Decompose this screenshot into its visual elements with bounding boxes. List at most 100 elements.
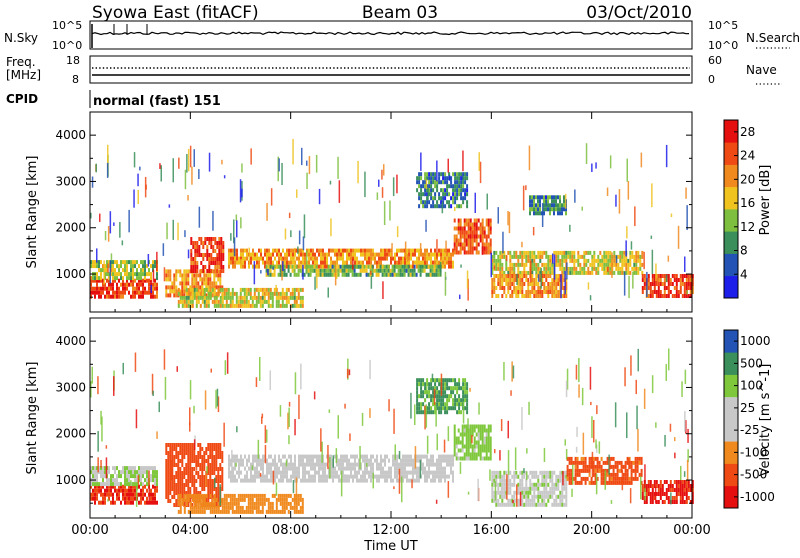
- data-cell: [236, 506, 238, 510]
- data-cell: [211, 483, 213, 487]
- data-cell: [159, 163, 161, 169]
- data-cell: [674, 294, 676, 298]
- data-cell: [232, 253, 234, 257]
- data-cell: [426, 471, 428, 475]
- data-cell: [167, 483, 169, 487]
- data-cell: [456, 184, 458, 188]
- data-cell: [208, 304, 210, 308]
- data-cell: [191, 167, 193, 185]
- data-cell: [194, 498, 196, 502]
- data-cell: [430, 471, 432, 475]
- data-cell: [513, 267, 515, 271]
- data-cell: [256, 257, 258, 261]
- data-cell: [470, 231, 472, 235]
- data-cell: [152, 485, 154, 489]
- data-cell: [116, 482, 118, 486]
- data-cell: [266, 300, 268, 304]
- data-cell: [445, 241, 447, 254]
- data-cell: [527, 251, 529, 255]
- data-cell: [533, 227, 535, 235]
- data-cell: [288, 455, 290, 459]
- data-cell: [623, 259, 625, 263]
- data-cell: [635, 251, 637, 255]
- data-cell: [200, 241, 202, 245]
- data-cell: [422, 204, 424, 208]
- data-cell: [372, 265, 374, 269]
- data-cell: [100, 474, 102, 478]
- data-cell: [418, 184, 420, 188]
- data-cell: [565, 294, 567, 298]
- data-cell: [312, 479, 314, 483]
- data-cell: [116, 295, 118, 299]
- data-cell: [422, 269, 424, 273]
- data-cell: [610, 155, 612, 168]
- data-cell: [222, 498, 224, 502]
- data-cell: [525, 259, 527, 263]
- data-cell: [194, 292, 196, 296]
- data-cell: [394, 253, 396, 257]
- data-cell: [276, 253, 278, 257]
- data-cell: [246, 510, 248, 514]
- data-cell: [501, 294, 503, 298]
- data-cell: [537, 495, 539, 499]
- data-cell: [615, 473, 617, 477]
- data-cell: [299, 231, 301, 245]
- data-cell: [206, 288, 208, 292]
- data-cell: [221, 487, 223, 491]
- data-cell: [458, 176, 460, 180]
- data-cell: [270, 253, 272, 257]
- data-cell: [579, 461, 581, 465]
- data-cell: [682, 294, 684, 298]
- data-cell: [220, 261, 222, 265]
- data-cell: [203, 273, 205, 277]
- data-cell: [312, 455, 314, 459]
- data-cell: [382, 273, 384, 277]
- data-cell: [396, 467, 398, 471]
- data-cell: [344, 269, 346, 273]
- data-cell: [226, 300, 228, 304]
- data-cell: [144, 260, 146, 264]
- data-cell: [664, 480, 666, 484]
- data-cell: [244, 288, 246, 292]
- data-cell: [165, 447, 167, 451]
- data-cell: [278, 304, 280, 308]
- data-cell: [462, 184, 464, 188]
- data-cell: [118, 493, 120, 497]
- data-cell: [579, 267, 581, 271]
- data-cell: [234, 467, 236, 471]
- data-cell: [270, 455, 272, 459]
- data-cell: [666, 496, 668, 500]
- data-cell: [270, 304, 272, 308]
- data-cell: [535, 487, 537, 491]
- data-cell: [294, 248, 296, 269]
- data-cell: [676, 282, 678, 286]
- data-cell: [376, 467, 378, 471]
- data-cell: [96, 478, 98, 482]
- data-cell: [183, 281, 185, 285]
- data-cell: [186, 300, 188, 304]
- data-cell: [499, 503, 501, 507]
- data-cell: [619, 189, 621, 214]
- data-cell: [549, 495, 551, 499]
- data-cell: [280, 494, 282, 498]
- data-cell: [268, 471, 270, 475]
- data-cell: [150, 276, 152, 280]
- data-cell: [199, 479, 201, 483]
- data-cell: [142, 260, 144, 264]
- data-cell: [521, 487, 523, 491]
- data-cell: [272, 273, 274, 277]
- data-cell: [104, 295, 106, 299]
- data-cell: [472, 227, 474, 231]
- data-cell: [320, 257, 322, 261]
- data-cell: [547, 499, 549, 503]
- data-cell: [533, 267, 535, 271]
- data-cell: [529, 290, 531, 294]
- data-cell: [573, 255, 575, 259]
- data-cell: [388, 459, 390, 463]
- data-cell: [410, 269, 412, 273]
- data-cell: [470, 239, 472, 243]
- data-cell: [171, 285, 173, 289]
- data-cell: [354, 273, 356, 277]
- data-cell: [462, 247, 464, 251]
- data-cell: [278, 498, 280, 502]
